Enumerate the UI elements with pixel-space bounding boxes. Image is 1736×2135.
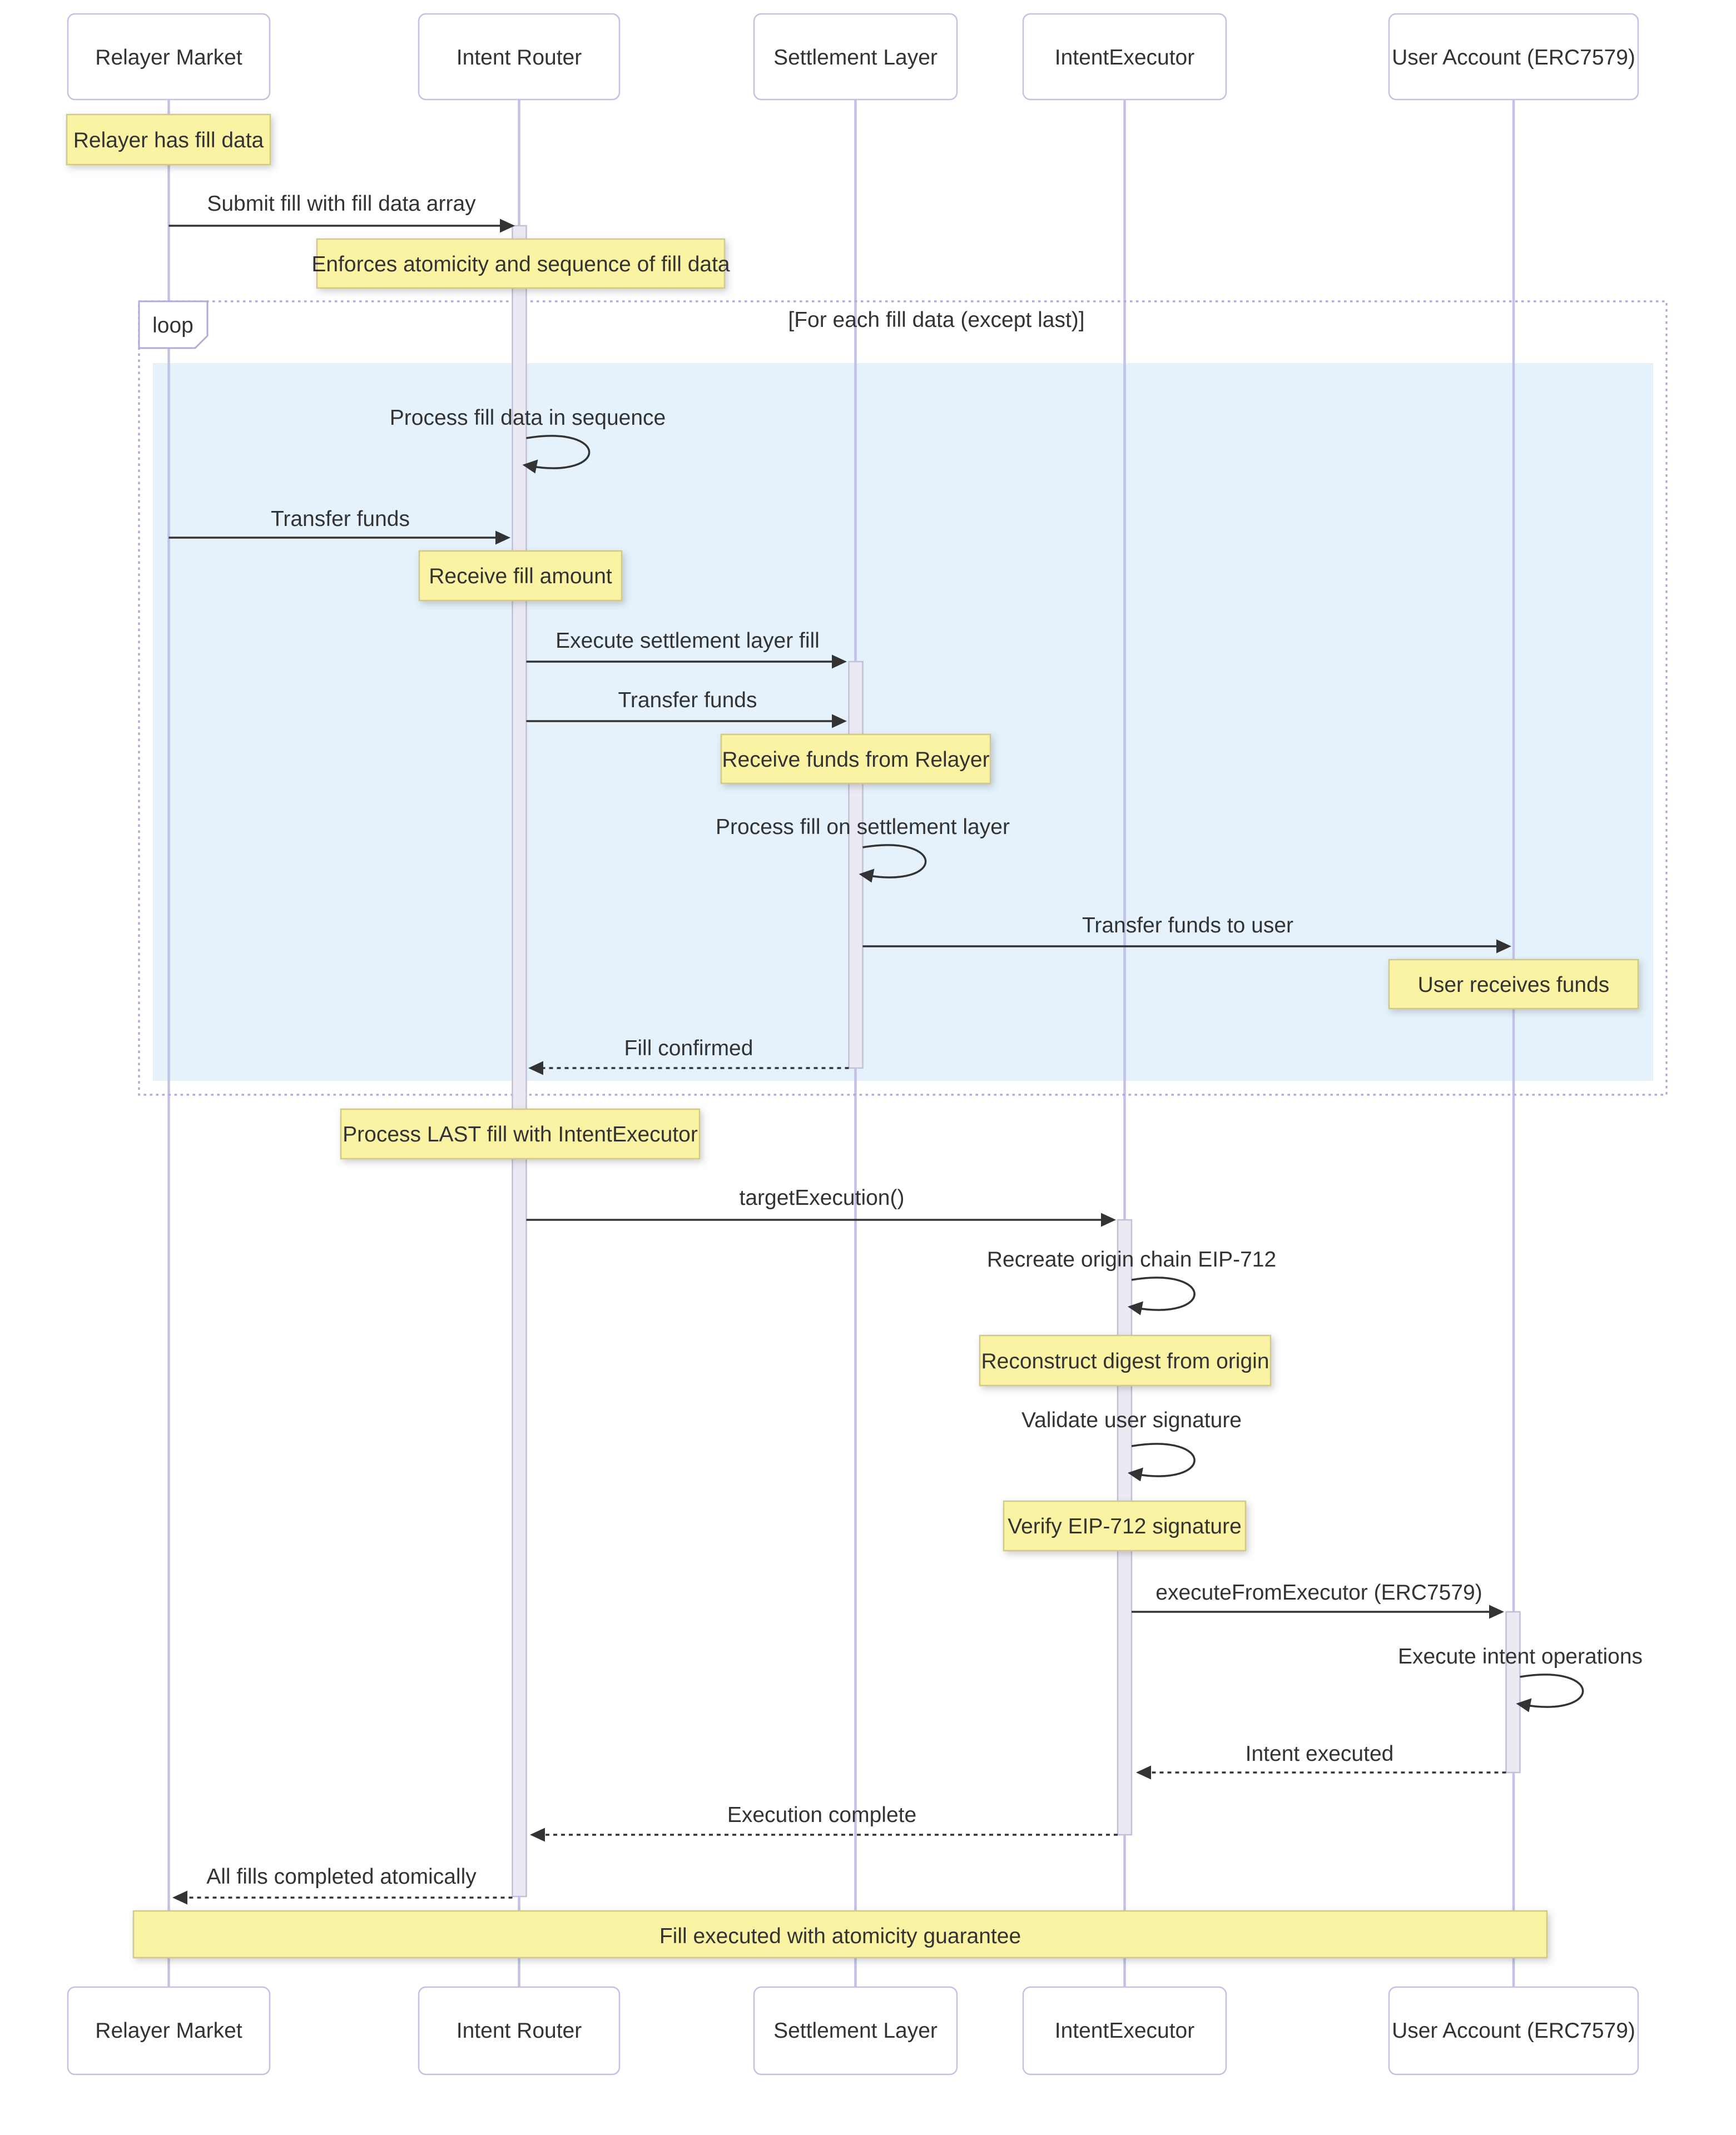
svg-text:Settlement Layer: Settlement Layer: [773, 2019, 938, 2043]
svg-text:Intent Router: Intent Router: [457, 2019, 582, 2043]
svg-text:Transfer funds: Transfer funds: [271, 507, 410, 531]
svg-text:Relayer Market: Relayer Market: [95, 46, 242, 69]
svg-text:Receive funds from Relayer: Receive funds from Relayer: [722, 748, 989, 772]
svg-text:Verify EIP-712 signature: Verify EIP-712 signature: [1008, 1515, 1242, 1538]
svg-text:IntentExecutor: IntentExecutor: [1055, 2019, 1194, 2043]
svg-text:IntentExecutor: IntentExecutor: [1055, 46, 1194, 69]
svg-text:Transfer funds: Transfer funds: [618, 688, 757, 712]
svg-text:Transfer funds to user: Transfer funds to user: [1082, 913, 1293, 937]
svg-text:executeFromExecutor (ERC7579): executeFromExecutor (ERC7579): [1155, 1581, 1482, 1605]
svg-text:Execute settlement layer fill: Execute settlement layer fill: [555, 629, 820, 653]
svg-text:User Account (ERC7579): User Account (ERC7579): [1392, 46, 1635, 69]
svg-text:Validate user signature: Validate user signature: [1021, 1408, 1242, 1432]
svg-text:Execution complete: Execution complete: [727, 1803, 916, 1827]
svg-text:[For each fill data (except la: [For each fill data (except last)]: [788, 308, 1084, 332]
svg-text:Intent Router: Intent Router: [457, 46, 582, 69]
svg-text:All fills completed atomically: All fills completed atomically: [206, 1865, 477, 1889]
svg-text:Intent executed: Intent executed: [1246, 1742, 1394, 1766]
svg-text:Settlement Layer: Settlement Layer: [773, 46, 938, 69]
svg-text:Relayer has fill data: Relayer has fill data: [73, 128, 264, 152]
svg-text:Execute intent operations: Execute intent operations: [1398, 1645, 1643, 1669]
svg-text:Fill executed with atomicity g: Fill executed with atomicity guarantee: [659, 1924, 1021, 1948]
svg-text:User receives funds: User receives funds: [1418, 973, 1610, 997]
svg-text:Submit fill with fill data arr: Submit fill with fill data array: [207, 192, 476, 216]
svg-text:Process fill on settlement lay: Process fill on settlement layer: [716, 815, 1010, 839]
svg-text:loop: loop: [152, 314, 194, 337]
svg-text:targetExecution(): targetExecution(): [740, 1186, 905, 1210]
svg-text:Recreate origin chain EIP-712: Recreate origin chain EIP-712: [987, 1248, 1276, 1272]
svg-text:Process fill data in sequence: Process fill data in sequence: [390, 406, 666, 430]
svg-text:User Account (ERC7579): User Account (ERC7579): [1392, 2019, 1635, 2043]
svg-text:Reconstruct digest from origin: Reconstruct digest from origin: [981, 1349, 1269, 1373]
svg-text:Process LAST fill with IntentE: Process LAST fill with IntentExecutor: [343, 1123, 698, 1146]
svg-text:Enforces atomicity and sequenc: Enforces atomicity and sequence of fill …: [311, 252, 730, 276]
svg-text:Fill confirmed: Fill confirmed: [624, 1036, 753, 1060]
svg-text:Receive fill amount: Receive fill amount: [429, 564, 612, 588]
svg-text:Relayer Market: Relayer Market: [95, 2019, 242, 2043]
